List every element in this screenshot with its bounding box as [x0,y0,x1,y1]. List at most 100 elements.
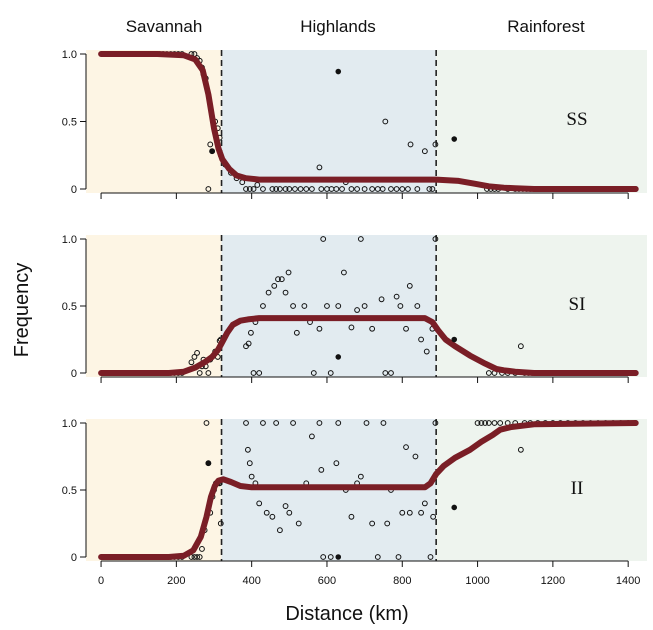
data-point [384,520,391,527]
panel-ss: 0 0.5 1.0 SS [62,49,647,199]
data-point [327,370,334,376]
data-point [320,554,327,560]
data-point [310,370,317,376]
data-point [491,420,498,426]
x-tick-label: 400 [242,575,260,587]
data-point [395,554,402,560]
data-point [246,460,253,467]
data-point [427,554,434,560]
data-point [246,186,253,192]
data-point [269,186,276,192]
data-point [382,118,389,125]
data-point [277,527,283,534]
x-tick-label: 1000 [465,575,489,587]
data-point [388,370,394,376]
data-point [295,520,302,527]
data-point [286,186,293,192]
data-point [271,283,278,289]
data-point [250,186,257,192]
data-point [292,186,298,192]
data-point [309,433,315,440]
data-point [245,340,252,347]
data-point [273,420,280,426]
x-axis-title: Distance (km) [285,603,408,625]
data-point [335,303,342,309]
data-point [277,186,283,192]
data-point [196,554,203,560]
data-point [432,141,439,148]
data-point [290,420,296,426]
data-point [432,420,439,426]
data-point [357,473,364,480]
data-point [203,420,210,426]
data-point [248,473,255,480]
data-point [418,509,424,516]
data-point [217,520,224,527]
data-point [423,348,430,355]
data-point [380,420,387,426]
data-point [286,509,293,516]
highlands-label: Highlands [300,17,376,36]
data-point [421,148,428,155]
y-tick-label: 0 [71,552,77,564]
data-point [361,303,368,309]
data-point [243,186,249,192]
data-point [327,554,334,560]
data-point [399,186,406,192]
data-point [393,293,400,300]
data-point [194,350,200,356]
data-point [341,269,347,276]
data-point [407,141,414,148]
data-point [397,303,404,309]
savannah-region [86,50,222,193]
x-tick-label: 800 [393,575,411,587]
x-tick-label: 200 [167,575,185,587]
y-tick-label: 0 [71,368,77,380]
data-point [297,186,304,192]
data-point [369,186,376,192]
y-tick-label: 1.0 [62,49,77,61]
rainforest-region [436,50,647,193]
data-point [357,236,364,242]
data-point [303,186,310,192]
x-tick-label: 1200 [541,575,565,587]
data-point [205,186,212,192]
cline-curve [98,51,639,192]
data-point [243,420,249,426]
y-axis-title: Frequency [11,263,33,358]
data-point [194,554,200,560]
data-point [316,420,323,426]
genotype-label: SI [569,294,586,315]
data-point [318,467,325,473]
data-point [403,325,409,332]
data-point [482,420,489,426]
data-point [497,420,504,426]
x-tick-label: 600 [318,575,336,587]
data-point [248,329,254,336]
data-point [414,186,421,192]
data-point [348,186,355,192]
data-point [290,303,296,309]
cline-curve [98,420,639,560]
data-point [414,303,421,309]
data-point [205,370,212,376]
data-point [207,141,214,148]
data-point [421,500,428,507]
data-point [485,420,492,426]
data-point [316,325,323,332]
data-point [318,186,325,192]
data-point [430,513,437,520]
data-point [354,186,360,192]
data-point [354,307,360,313]
savannah-label: Savannah [126,17,203,36]
data-point-filled [209,148,215,154]
data-point [432,236,439,242]
data-point [485,370,492,376]
x-tick-label: 0 [98,575,104,587]
data-point [517,343,524,350]
data-point [324,303,330,309]
data-point-filled [335,354,342,360]
y-tick-label: 0 [71,184,77,196]
data-point [478,420,485,426]
